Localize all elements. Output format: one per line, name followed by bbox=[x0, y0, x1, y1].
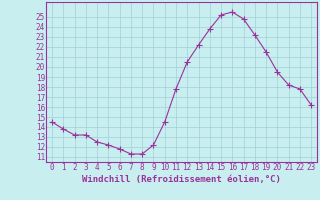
X-axis label: Windchill (Refroidissement éolien,°C): Windchill (Refroidissement éolien,°C) bbox=[82, 175, 281, 184]
